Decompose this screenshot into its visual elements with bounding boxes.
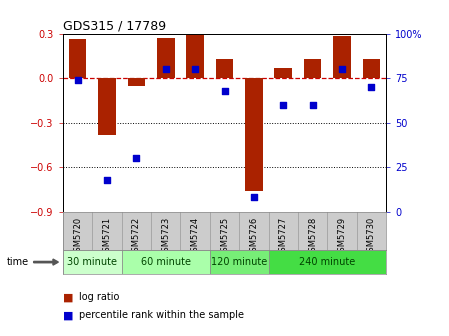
- Point: [339, 67, 346, 72]
- Point: [162, 67, 169, 72]
- Bar: [128, 78, 145, 86]
- Text: 60 minute: 60 minute: [141, 257, 191, 267]
- Point: [250, 195, 257, 200]
- Bar: [245, 78, 263, 191]
- Bar: [363, 59, 380, 78]
- Bar: [304, 59, 321, 78]
- Text: time: time: [7, 257, 29, 267]
- Point: [103, 177, 110, 182]
- Bar: [333, 36, 351, 78]
- Bar: [274, 68, 292, 78]
- Bar: [157, 38, 175, 78]
- Bar: [122, 250, 210, 274]
- Point: [74, 77, 81, 83]
- Bar: [269, 250, 386, 274]
- Bar: [216, 59, 233, 78]
- Bar: [69, 39, 86, 78]
- Point: [221, 88, 228, 93]
- Bar: [186, 34, 204, 78]
- Point: [280, 102, 287, 108]
- Bar: [63, 250, 122, 274]
- Text: ■: ■: [63, 310, 73, 320]
- Text: 240 minute: 240 minute: [299, 257, 356, 267]
- Text: percentile rank within the sample: percentile rank within the sample: [79, 310, 243, 320]
- Bar: [98, 78, 116, 134]
- Text: log ratio: log ratio: [79, 292, 119, 302]
- Point: [192, 67, 199, 72]
- Bar: [210, 250, 269, 274]
- Text: 120 minute: 120 minute: [211, 257, 267, 267]
- Text: 30 minute: 30 minute: [67, 257, 117, 267]
- Point: [368, 84, 375, 90]
- Point: [309, 102, 316, 108]
- Text: GDS315 / 17789: GDS315 / 17789: [63, 19, 166, 33]
- Point: [133, 156, 140, 161]
- Text: ■: ■: [63, 292, 73, 302]
